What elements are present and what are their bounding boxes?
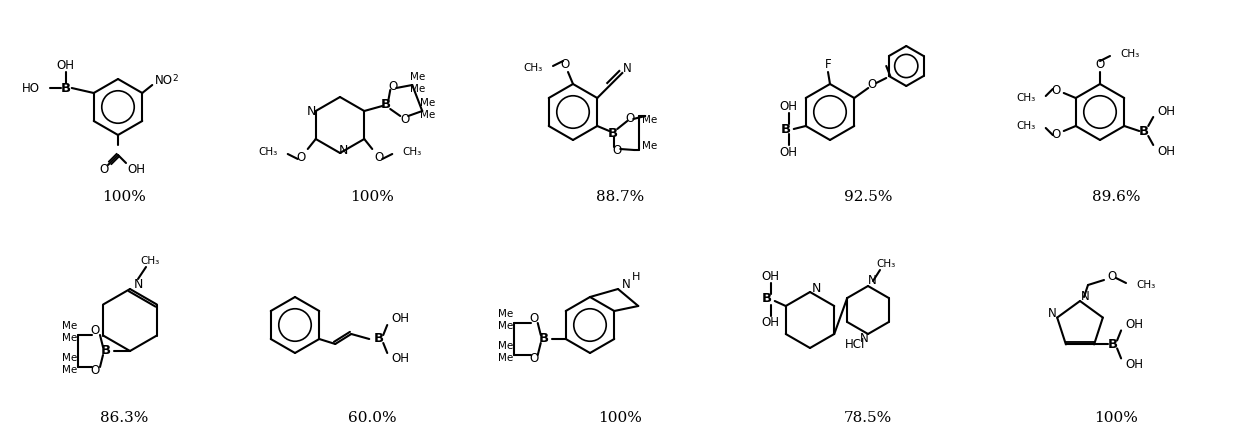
Text: 86.3%: 86.3% <box>99 411 149 425</box>
Text: OH: OH <box>761 269 780 283</box>
Text: O: O <box>560 58 569 70</box>
Text: O: O <box>1095 58 1105 70</box>
Text: OH: OH <box>1157 105 1176 117</box>
Text: N: N <box>621 277 630 291</box>
Text: CH₃: CH₃ <box>1120 49 1140 59</box>
Text: OH: OH <box>780 100 797 113</box>
Text: O: O <box>296 151 305 163</box>
Text: Me: Me <box>62 321 78 331</box>
Text: Me: Me <box>62 353 78 363</box>
Text: O: O <box>529 312 538 326</box>
Text: Me: Me <box>419 98 435 108</box>
Text: N: N <box>859 331 868 345</box>
Text: 100%: 100% <box>350 190 394 204</box>
Text: OH: OH <box>780 145 797 159</box>
Text: OH: OH <box>1125 318 1143 331</box>
Text: N: N <box>339 144 347 156</box>
Text: 60.0%: 60.0% <box>347 411 397 425</box>
Text: B: B <box>374 333 384 346</box>
Text: 100%: 100% <box>1094 411 1138 425</box>
Text: OH: OH <box>392 353 409 365</box>
Text: 2: 2 <box>172 74 177 83</box>
Text: Me: Me <box>498 341 513 351</box>
Text: Me: Me <box>62 365 78 375</box>
Text: B: B <box>1109 338 1118 351</box>
Text: O: O <box>374 151 384 163</box>
Text: O: O <box>1052 128 1060 140</box>
Text: Me: Me <box>419 110 435 120</box>
Text: B: B <box>61 82 71 94</box>
Text: NO: NO <box>155 74 174 86</box>
Text: CH₃: CH₃ <box>523 63 543 73</box>
Text: OH: OH <box>761 316 780 330</box>
Text: CH₃: CH₃ <box>140 256 160 266</box>
Text: CH₃: CH₃ <box>1017 93 1035 103</box>
Text: B: B <box>100 345 112 358</box>
Text: Me: Me <box>498 321 513 331</box>
Text: B: B <box>761 292 771 306</box>
Text: B: B <box>381 97 392 110</box>
Text: 89.6%: 89.6% <box>1091 190 1141 204</box>
Text: CH₃: CH₃ <box>258 147 278 157</box>
Text: HO: HO <box>22 82 40 94</box>
Text: N: N <box>134 277 143 291</box>
Text: O: O <box>626 112 635 124</box>
Text: OH: OH <box>1157 144 1176 158</box>
Text: O: O <box>91 365 99 377</box>
Text: F: F <box>825 58 831 70</box>
Text: OH: OH <box>1125 358 1143 371</box>
Text: OH: OH <box>57 58 74 71</box>
Text: O: O <box>401 113 410 125</box>
Text: N: N <box>1080 291 1090 303</box>
Text: 78.5%: 78.5% <box>844 411 892 425</box>
Text: Me: Me <box>498 353 513 363</box>
Text: O: O <box>91 325 99 338</box>
Text: B: B <box>538 333 549 346</box>
Text: 92.5%: 92.5% <box>843 190 893 204</box>
Text: N: N <box>622 62 631 74</box>
Text: Me: Me <box>409 84 425 94</box>
Text: N: N <box>868 273 877 287</box>
Text: B: B <box>781 123 791 136</box>
Text: 100%: 100% <box>102 190 146 204</box>
Text: O: O <box>868 78 877 90</box>
Text: O: O <box>1052 83 1060 97</box>
Text: O: O <box>613 144 622 156</box>
Text: Me: Me <box>641 115 657 125</box>
Text: B: B <box>1140 124 1149 137</box>
Text: O: O <box>388 79 398 93</box>
Text: O: O <box>529 353 538 365</box>
Text: CH₃: CH₃ <box>1136 280 1156 290</box>
Text: N: N <box>308 105 316 117</box>
Text: O: O <box>1107 271 1117 284</box>
Text: CH₃: CH₃ <box>402 147 422 157</box>
Text: B: B <box>608 127 619 140</box>
Text: CH₃: CH₃ <box>1017 121 1035 131</box>
Text: N: N <box>811 281 821 295</box>
Text: CH₃: CH₃ <box>877 259 895 269</box>
Text: 100%: 100% <box>598 411 642 425</box>
Text: OH: OH <box>392 312 409 326</box>
Text: OH: OH <box>126 163 145 175</box>
Text: HCl: HCl <box>844 338 866 351</box>
Text: Me: Me <box>409 72 425 82</box>
Text: Me: Me <box>498 309 513 319</box>
Text: Me: Me <box>641 141 657 151</box>
Text: 88.7%: 88.7% <box>596 190 644 204</box>
Text: Me: Me <box>62 333 78 343</box>
Text: N: N <box>1048 307 1056 320</box>
Text: O: O <box>99 163 109 175</box>
Text: H: H <box>632 272 640 282</box>
